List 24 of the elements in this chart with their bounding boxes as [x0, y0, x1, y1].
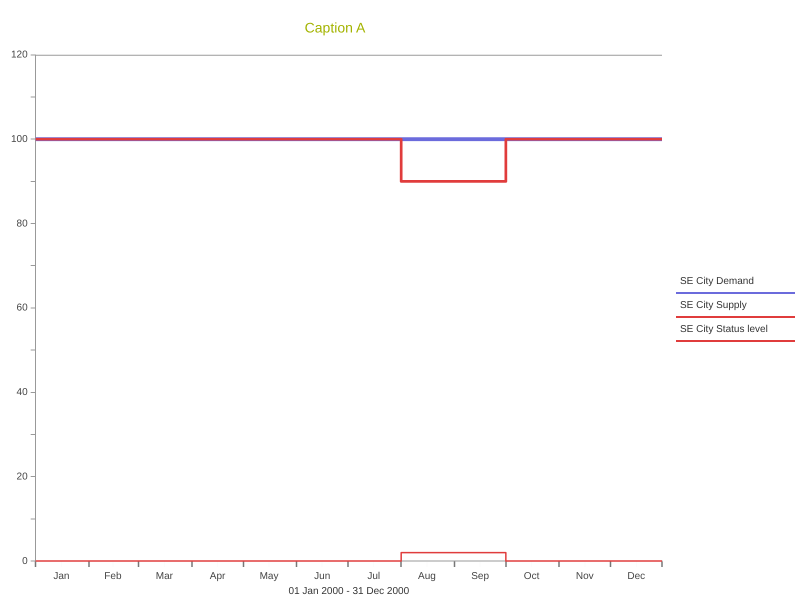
- x-tick-label: Jun: [314, 570, 330, 582]
- text: SE City Demand: [679, 276, 755, 287]
- y-tick-label: 80: [16, 218, 28, 230]
- y-tick-label: 120: [10, 50, 28, 61]
- y-tick-label: 40: [16, 387, 28, 398]
- y-tick-label: 60: [16, 302, 28, 314]
- text: SE City Supply: [679, 300, 748, 311]
- x-tick-label: Jan: [53, 570, 70, 582]
- y-tick-label: 100: [10, 134, 28, 145]
- y-tick-label: 20: [16, 471, 28, 482]
- x-tick-label: May: [260, 570, 279, 582]
- x-tick-label: Sep: [471, 570, 490, 582]
- x-tick-label: Mar: [156, 570, 174, 582]
- x-tick-label: Aug: [418, 570, 436, 582]
- text: SE City Status level: [679, 324, 769, 335]
- y-tick-label: 0: [22, 556, 28, 567]
- x-tick-label: Nov: [576, 570, 594, 582]
- x-tick-label: Feb: [104, 570, 122, 582]
- x-tick-label: Oct: [524, 570, 540, 582]
- x-tick-label: Dec: [627, 570, 646, 582]
- x-axis-title: 01 Jan 2000 - 31 Dec 2000: [288, 586, 410, 597]
- x-tick-label: Jul: [367, 570, 380, 582]
- chart-title: Caption A: [304, 19, 366, 36]
- x-tick-label: Apr: [210, 570, 226, 582]
